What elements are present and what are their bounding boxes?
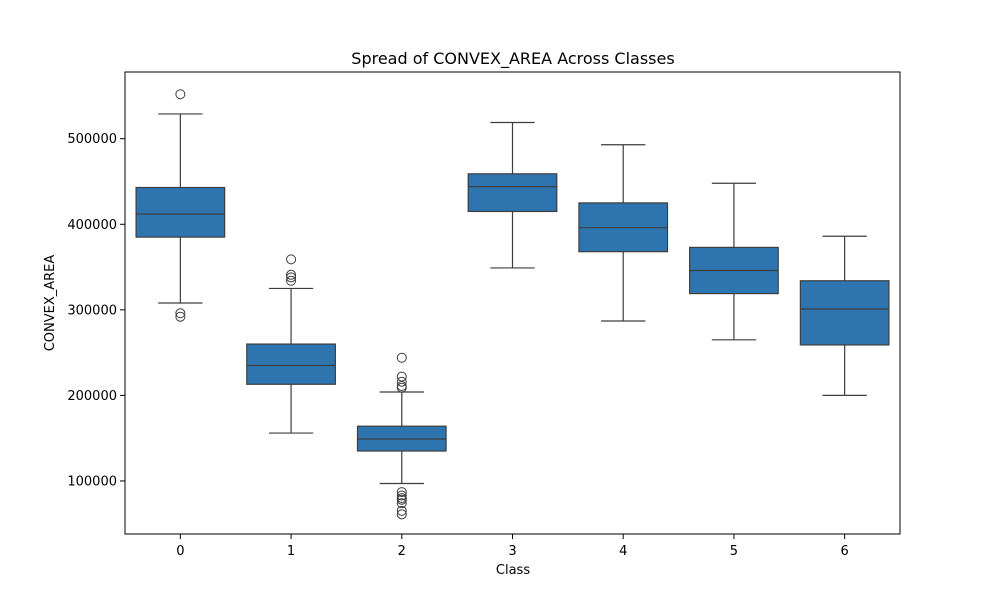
x-tick-label: 6 [841, 544, 849, 559]
x-tick-label: 3 [508, 544, 516, 559]
outlier-point [286, 254, 297, 265]
outlier-point [396, 376, 407, 387]
outlier-point [396, 509, 407, 520]
y-tick-label: 300000 [67, 303, 117, 318]
x-tick-label: 1 [287, 544, 295, 559]
y-axis-label: CONVEX_AREA [43, 255, 58, 352]
x-tick-label: 2 [398, 544, 406, 559]
outlier-point [396, 371, 407, 382]
y-tick-label: 400000 [67, 218, 117, 233]
box-class-6 [799, 280, 890, 346]
chart-title: Spread of CONVEX_AREA Across Classes [351, 49, 674, 69]
outlier-point [396, 352, 407, 363]
outlier-point [396, 490, 407, 501]
y-tick-label: 100000 [67, 474, 117, 489]
outlier-point [396, 382, 407, 393]
outlier-point [286, 269, 297, 280]
outlier-point [175, 311, 186, 322]
box-class-3 [467, 173, 558, 213]
box-class-0 [135, 186, 226, 238]
x-tick-label: 0 [176, 544, 184, 559]
outlier-point [286, 275, 297, 286]
y-tick-label: 500000 [67, 132, 117, 147]
x-tick-label: 5 [730, 544, 738, 559]
outlier-point [396, 505, 407, 516]
outlier-point [175, 308, 186, 319]
box-class-1 [246, 343, 336, 385]
outlier-point [286, 272, 297, 283]
y-tick-label: 200000 [67, 389, 117, 404]
plot-area: 100000 200000 300000 400000 500000 0 1 2 3 4 5 6 [67, 89, 890, 559]
outlier-point [175, 89, 186, 100]
plot-frame [124, 71, 901, 535]
outlier-point [396, 498, 407, 509]
outlier-point [396, 487, 407, 498]
outlier-point [396, 494, 407, 505]
x-tick-label: 4 [619, 544, 627, 559]
x-axis-label: Class [496, 563, 530, 578]
